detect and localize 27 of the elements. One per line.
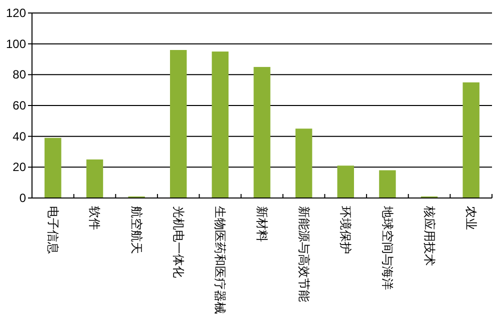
x-tick-label: 地球空间与海洋	[380, 205, 394, 290]
bar	[44, 138, 62, 198]
x-tick-label: 环境保护	[338, 206, 353, 254]
x-tick-label: 光机电一体化	[171, 206, 186, 278]
y-tick-label: 60	[12, 98, 26, 112]
x-tick-label: 核应用技术	[422, 205, 436, 266]
bar	[212, 52, 229, 198]
y-tick-label: 120	[6, 6, 26, 20]
y-tick-label: 80	[12, 68, 26, 82]
bar	[254, 66, 270, 198]
y-tick-label: 40	[12, 129, 26, 144]
bar	[337, 166, 354, 198]
x-tick-label: 电子信息	[46, 206, 60, 254]
x-tick-label: 新能源与高效节能	[296, 206, 311, 302]
y-tick-label: 20	[12, 160, 26, 174]
x-tick-label: 软件	[88, 206, 102, 230]
x-tick-label: 生物医药和医疗器械	[213, 206, 228, 314]
x-tick-label: 农业	[464, 206, 478, 230]
bar	[86, 159, 104, 198]
x-tick-label: 航空航天	[130, 206, 144, 254]
y-tick-label: 100	[6, 36, 26, 51]
x-tick-label: 新材料	[255, 206, 269, 242]
bar	[295, 128, 312, 198]
y-tick-label: 0	[19, 191, 26, 205]
bar	[170, 50, 187, 198]
bar	[462, 82, 480, 198]
bar	[379, 170, 396, 198]
